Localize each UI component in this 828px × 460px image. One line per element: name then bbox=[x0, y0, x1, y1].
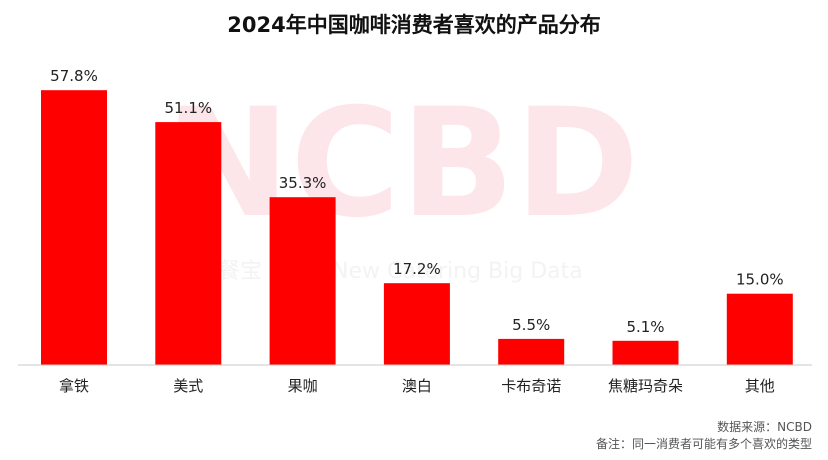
bars-group bbox=[41, 90, 793, 365]
x-tick-label-6: 焦糖玛奇朵 bbox=[608, 377, 683, 395]
remark-note: 备注：同一消费者可能有多个喜欢的类型 bbox=[595, 437, 812, 451]
value-label-7: 15.0% bbox=[736, 271, 784, 289]
value-label-5: 5.5% bbox=[512, 316, 550, 334]
chart-title: 2024年中国咖啡消费者喜欢的产品分布 bbox=[227, 13, 600, 37]
bar-4 bbox=[383, 283, 450, 365]
x-tick-label-3: 果咖 bbox=[288, 377, 318, 395]
x-tick-label-5: 卡布奇诺 bbox=[501, 377, 561, 395]
x-tick-label-1: 拿铁 bbox=[59, 377, 89, 395]
value-labels-group: 57.8% 51.1% 35.3% 17.2% 5.5% 5.1% 15.0% bbox=[50, 67, 783, 336]
x-tick-label-4: 澳白 bbox=[402, 377, 432, 395]
watermark-en-text: New Catering Big Data bbox=[332, 259, 583, 284]
x-tick-labels-group: 拿铁 美式 果咖 澳白 卡布奇诺 焦糖玛奇朵 其他 bbox=[59, 377, 775, 395]
bar-3 bbox=[269, 197, 336, 365]
source-note: 数据来源：NCBD bbox=[717, 420, 812, 434]
value-label-4: 17.2% bbox=[393, 260, 441, 278]
bar-6 bbox=[612, 340, 679, 365]
watermark: NCBD 餐宝 New Catering Big Data bbox=[165, 77, 639, 284]
value-label-1: 57.8% bbox=[50, 67, 98, 85]
bar-5 bbox=[498, 338, 565, 365]
value-label-3: 35.3% bbox=[279, 174, 327, 192]
bar-1 bbox=[41, 90, 107, 365]
x-tick-label-2: 美式 bbox=[173, 377, 203, 395]
watermark-cn-text: 餐宝 bbox=[218, 259, 262, 284]
value-label-2: 51.1% bbox=[164, 99, 212, 117]
watermark-logo: NCBD bbox=[165, 77, 639, 251]
x-tick-label-7: 其他 bbox=[745, 377, 775, 395]
bar-7 bbox=[726, 293, 793, 365]
bar-2 bbox=[155, 122, 222, 365]
value-label-6: 5.1% bbox=[626, 318, 664, 336]
